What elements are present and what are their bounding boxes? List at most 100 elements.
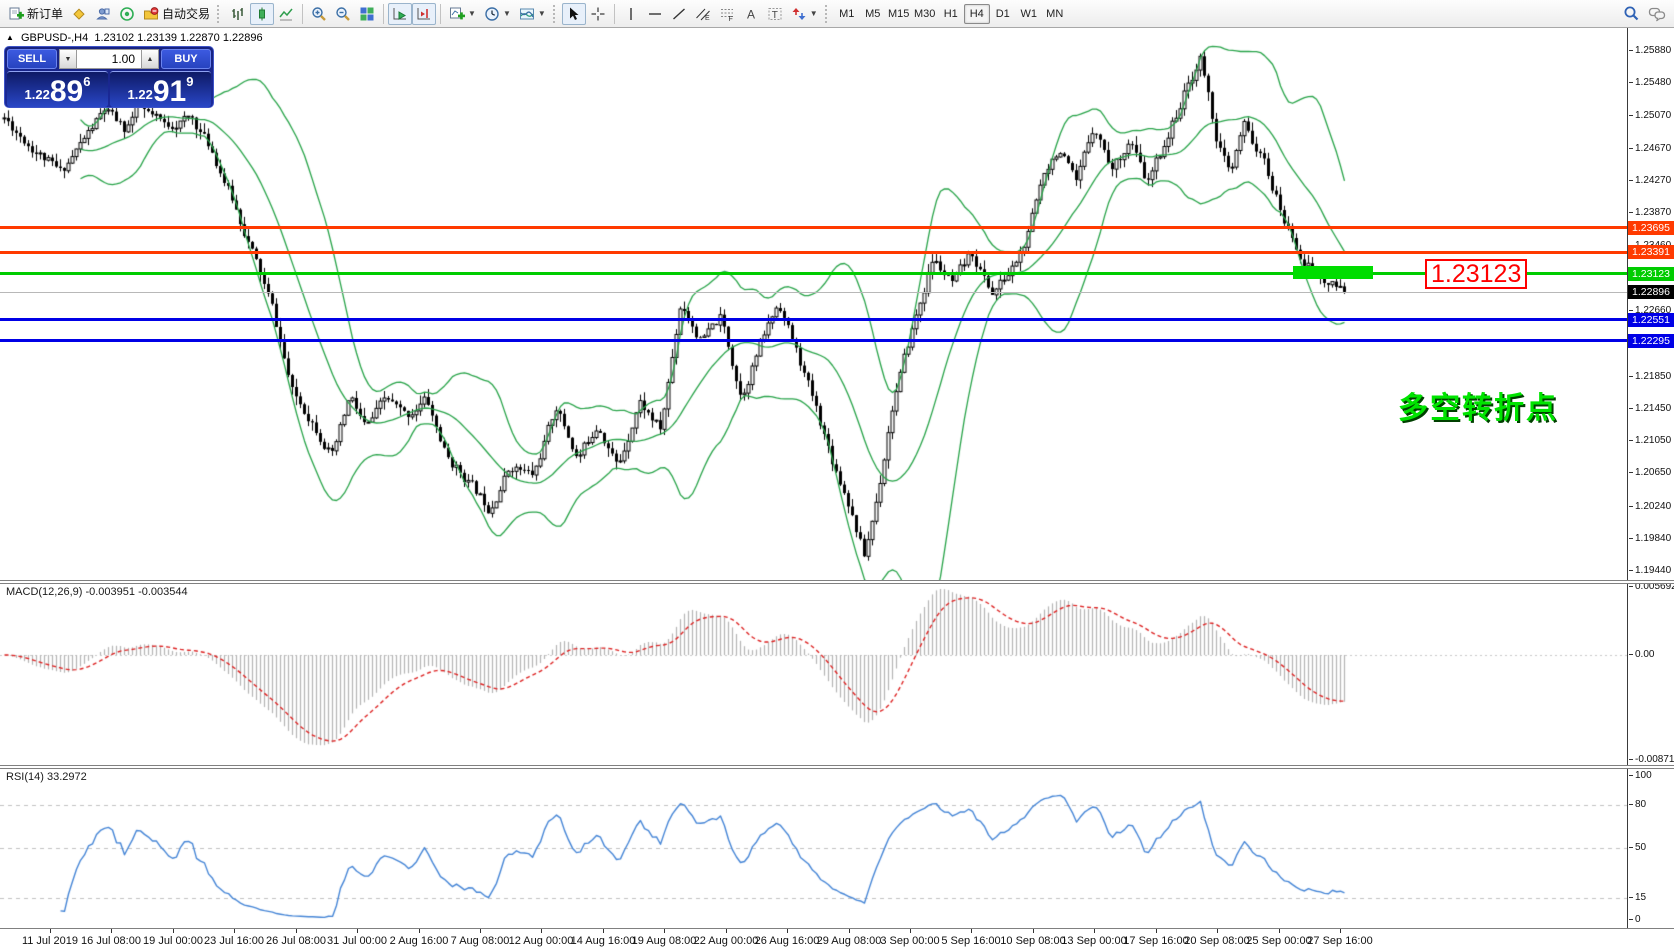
price-callout[interactable]: 1.23123 [1425, 259, 1528, 289]
cursor-tool-button[interactable] [561, 2, 586, 25]
chart-shift-button[interactable] [412, 2, 437, 25]
time-label: 11 Jul 2019 [21, 935, 79, 947]
price-tick: 1.19840 [1629, 533, 1671, 544]
timeframe-w1-button[interactable]: W1 [1020, 7, 1037, 20]
turning-point-annotation[interactable]: 多空转折点 [1398, 392, 1558, 425]
time-tick [1279, 929, 1280, 933]
horizontal-line-1.22295[interactable] [0, 339, 1627, 342]
toolbar-separator [383, 3, 385, 24]
line-chart-button[interactable] [274, 3, 298, 25]
timeframe-m5-button[interactable]: M5 [865, 7, 881, 20]
chat-button[interactable] [1644, 3, 1670, 25]
time-tick [541, 929, 542, 933]
periods-button[interactable]: ▼ [480, 3, 515, 25]
pane-separator-macd[interactable] [0, 580, 1674, 584]
price-tick: 1.21450 [1629, 403, 1671, 414]
ohlc-values: 1.23102 1.23139 1.22870 1.22896 [94, 32, 263, 44]
buy-button[interactable]: BUY [161, 49, 211, 69]
sell-price-tile[interactable]: 1.22 89 6 [7, 71, 108, 107]
autotrade-label: 自动交易 [162, 7, 211, 21]
tile-windows-button[interactable] [355, 3, 379, 25]
time-tick [234, 929, 235, 933]
autotrade-button[interactable]: 自动交易 [139, 3, 214, 25]
macd-canvas[interactable] [0, 584, 1627, 765]
indicators-dropdown[interactable]: ▼ [468, 8, 476, 18]
chart-window[interactable]: ▲ GBPUSD-,H4 1.23102 1.23139 1.22870 1.2… [0, 28, 1674, 949]
channel-tool-button[interactable]: E [691, 3, 715, 25]
time-tick [910, 929, 911, 933]
text-tool-button[interactable]: A [739, 3, 763, 25]
templates-button[interactable]: ▼ [515, 3, 550, 25]
price-tick: 1.24270 [1629, 175, 1671, 186]
arrows-dropdown[interactable]: ▼ [809, 8, 818, 18]
horizontal-line-1.22551[interactable] [0, 318, 1627, 321]
text-label-icon: T [767, 6, 783, 22]
bar-chart-button[interactable] [226, 3, 250, 25]
timeframe-h1-button[interactable]: H1 [943, 7, 958, 20]
buy-price-tile[interactable]: 1.22 91 9 [110, 71, 211, 107]
fibonacci-tool-button[interactable]: F [715, 3, 739, 25]
vertical-line-tool-button[interactable] [619, 3, 643, 25]
timeframe-h4-button[interactable]: H4 [963, 3, 990, 24]
profile-button[interactable] [91, 3, 115, 25]
timeframe-m30-button[interactable]: M30 [914, 7, 936, 20]
time-label: 10 Sep 08:00 [1000, 935, 1066, 947]
pane-separator-timeaxis [0, 928, 1674, 929]
search-button[interactable] [1619, 3, 1644, 25]
cursor-icon [566, 6, 582, 22]
signals-button[interactable] [115, 3, 139, 25]
horizontal-line-1.23123[interactable] [0, 272, 1627, 275]
sell-button[interactable]: SELL [7, 49, 57, 69]
volume-field[interactable]: 1.00 [77, 49, 141, 69]
price-line-label: 1.23123 [1628, 267, 1674, 281]
candlestick-chart-icon [254, 6, 270, 22]
volume-decrease-button[interactable]: ▼ [59, 49, 77, 69]
time-tick [664, 929, 665, 933]
time-label: 26 Jul 08:00 [266, 935, 326, 947]
timeframe-m15-button[interactable]: M15 [888, 7, 910, 20]
trendline-tool-button[interactable] [667, 3, 691, 25]
collapse-triangle-icon[interactable]: ▲ [6, 33, 14, 42]
price-tick: 1.25880 [1629, 45, 1671, 56]
time-tick [111, 929, 112, 933]
zoom-in-button[interactable] [307, 3, 331, 25]
arrows-tool-button[interactable]: ▼ [787, 3, 822, 25]
price-tick: 1.25070 [1629, 110, 1671, 121]
rsi-canvas[interactable] [0, 769, 1627, 928]
highlight-zone[interactable] [1293, 266, 1373, 279]
horizontal-line-tool-button[interactable] [643, 3, 667, 25]
macd-label: MACD(12,26,9) -0.003951 -0.003544 [6, 586, 188, 598]
label-tool-button[interactable]: T [763, 3, 787, 25]
horizontal-line-1.23391[interactable] [0, 251, 1627, 254]
horizontal-line-1.23695[interactable] [0, 226, 1627, 229]
pane-separator-rsi[interactable] [0, 765, 1674, 769]
auto-scroll-button[interactable] [388, 2, 413, 25]
trendline-icon [671, 6, 687, 22]
new-order-button[interactable]: 新订单 [4, 3, 67, 25]
volume-increase-button[interactable]: ▲ [141, 49, 159, 69]
time-label: 20 Sep 08:00 [1184, 935, 1250, 947]
periods-dropdown[interactable]: ▼ [502, 8, 511, 18]
time-label: 22 Aug 00:00 [693, 935, 759, 947]
price-axis-border [1627, 28, 1628, 928]
quotes-button[interactable] [67, 3, 91, 25]
chart-title: ▲ GBPUSD-,H4 1.23102 1.23139 1.22870 1.2… [6, 32, 263, 44]
time-label: 26 Aug 16:00 [754, 935, 820, 947]
candlestick-chart-button[interactable] [250, 2, 275, 25]
candlestick-canvas[interactable] [0, 28, 1627, 580]
indicators-button[interactable]: ▼ [445, 3, 480, 25]
zoom-out-button[interactable] [331, 3, 355, 25]
crosshair-tool-button[interactable] [586, 3, 610, 25]
new-order-label: 新订单 [27, 7, 64, 21]
time-axis[interactable]: 11 Jul 2019 16 Jul 08:00 19 Jul 00:00 23… [0, 929, 1674, 949]
timeframe-m1-button[interactable]: M1 [839, 7, 855, 20]
buy-price-pip: 9 [186, 74, 194, 89]
timeframe-d1-button[interactable]: D1 [995, 7, 1010, 20]
price-tick: 1.21850 [1629, 371, 1671, 382]
time-tick [787, 929, 788, 933]
horizontal-line-1.22896[interactable] [0, 292, 1627, 293]
templates-dropdown[interactable]: ▼ [537, 8, 546, 18]
buy-price-big: 91 [152, 75, 187, 108]
price-tick: 1.22660 [1629, 305, 1671, 316]
timeframe-mn-button[interactable]: MN [1046, 7, 1064, 20]
